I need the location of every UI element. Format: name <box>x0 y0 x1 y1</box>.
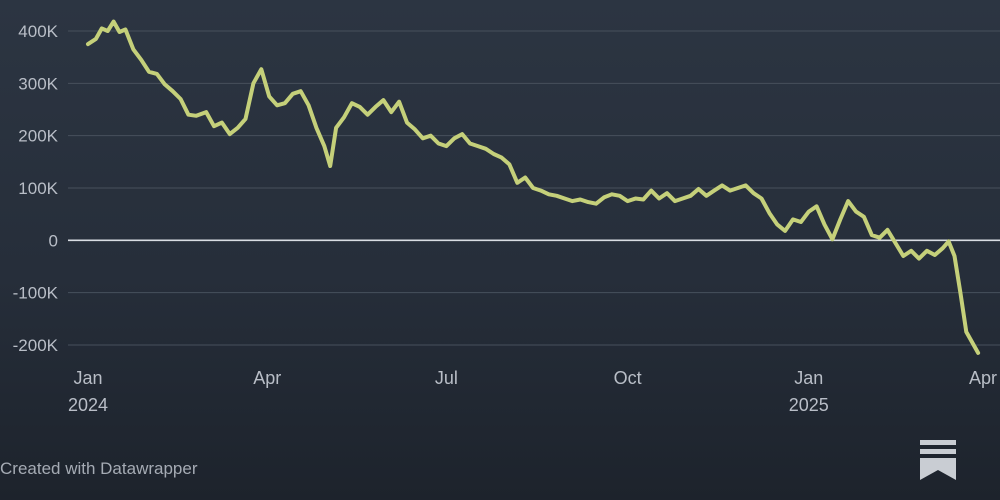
x-tick-year-label: 2025 <box>789 395 829 415</box>
grid-lines <box>68 30 1000 346</box>
y-tick-label: -200K <box>13 336 59 355</box>
y-tick-label: 200K <box>18 127 58 146</box>
y-axis-ticks: 400K 300K 200K 100K 0 -100K -200K <box>13 22 59 355</box>
y-tick-label: 300K <box>18 74 58 93</box>
x-tick-label: Jan <box>794 368 823 388</box>
y-tick-label: 100K <box>18 179 58 198</box>
y-tick-label: 0 <box>49 231 58 250</box>
x-tick-year-label: 2024 <box>68 395 108 415</box>
x-tick-label: Jan <box>73 368 102 388</box>
x-tick-label: Oct <box>614 368 642 388</box>
series-line <box>86 19 981 355</box>
x-tick-label: Apr <box>253 368 281 388</box>
substack-logo-icon <box>920 440 956 480</box>
y-tick-label: -100K <box>13 284 59 303</box>
datawrapper-credit: Created with Datawrapper <box>0 459 198 478</box>
y-tick-label: 400K <box>18 22 58 41</box>
series-layer <box>86 19 981 355</box>
x-tick-label: Jul <box>435 368 458 388</box>
x-axis-ticks: Jan 2024 Apr Jul Oct Jan 2025 Apr <box>68 368 997 415</box>
x-tick-label: Apr <box>969 368 997 388</box>
